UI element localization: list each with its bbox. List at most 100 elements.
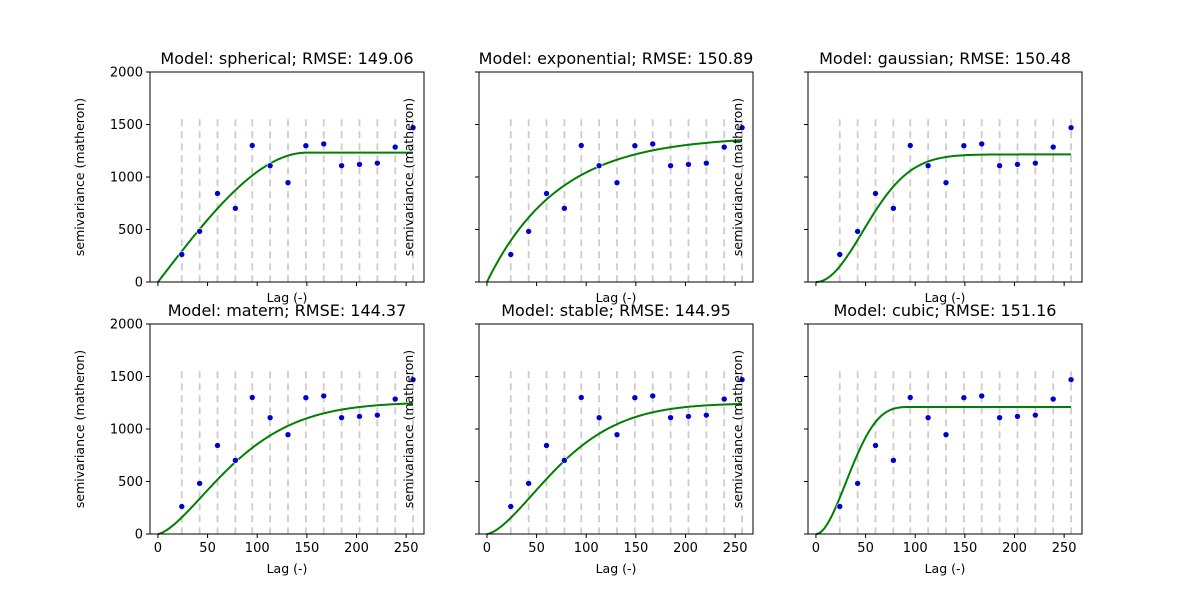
y-tick-label: 1000 (110, 171, 143, 186)
experimental-point (374, 411, 381, 419)
experimental-point (996, 162, 1003, 169)
experimental-point (960, 394, 968, 402)
subplot-2: Lag (-) semivariance (matheron) Model: exp… (401, 49, 754, 305)
y-tick-label: 2000 (110, 66, 143, 81)
experimental-point (685, 413, 692, 420)
axes-frame (478, 323, 754, 535)
experimental-point (1032, 411, 1039, 419)
model-curve (486, 402, 743, 535)
x-tick-label: 200 (1002, 541, 1027, 556)
axes-frame (807, 323, 1083, 535)
experimental-point (613, 431, 621, 438)
x-tick-label: 150 (623, 541, 648, 556)
x-tick-label: 200 (673, 541, 698, 556)
experimental-point (872, 442, 879, 449)
experimental-point (507, 503, 515, 510)
experimental-point (703, 159, 710, 167)
axes-frame (478, 71, 754, 283)
experimental-point (338, 414, 345, 421)
y-axis-label: semivariance (matheron) (730, 98, 745, 256)
experimental-point (836, 503, 844, 510)
experimental-point (978, 140, 986, 148)
model-curve (157, 402, 414, 535)
experimental-point (577, 394, 585, 401)
experimental-point (525, 480, 532, 487)
experimental-point (631, 142, 639, 150)
model-curve (815, 153, 1072, 283)
experimental-point (872, 190, 879, 197)
experimental-point (1014, 413, 1021, 420)
experimental-point (1032, 159, 1039, 167)
experimental-point (595, 414, 603, 421)
experimental-point (507, 251, 515, 258)
x-axis-label: Lag (-) (267, 561, 308, 576)
y-axis-label: semivariance (matheron) (730, 350, 745, 508)
experimental-point (1014, 161, 1021, 168)
subplot-6: 0 50 100 150 200 250 Lag (-) semivariance (math… (730, 301, 1083, 576)
subplot-title: Model: gaussian; RMSE: 150.48 (819, 49, 1071, 68)
subplot-title: Model: spherical; RMSE: 149.06 (160, 49, 413, 68)
experimental-point (178, 503, 186, 510)
subplot-4: 0 500 1000 1500 2000 0 50 100 150 200 250 Lag (-) se… (72, 301, 425, 576)
experimental-point (854, 228, 861, 235)
experimental-point (667, 162, 674, 169)
experimental-point (391, 143, 399, 151)
axes-frame (149, 71, 425, 283)
axes-frame (807, 71, 1083, 283)
experimental-point (649, 140, 657, 148)
experimental-point (738, 124, 746, 131)
experimental-point (214, 190, 221, 197)
experimental-point (942, 179, 950, 186)
experimental-point (266, 162, 274, 169)
experimental-point (942, 431, 950, 438)
x-axis-label: Lag (-) (925, 290, 966, 305)
axes-frame (149, 323, 425, 535)
x-tick-label: 100 (245, 541, 270, 556)
x-tick-label: 0 (154, 541, 162, 556)
experimental-point (649, 392, 657, 400)
experimental-point (266, 414, 274, 421)
experimental-point (196, 228, 203, 235)
experimental-point (667, 414, 674, 421)
x-tick-label: 100 (903, 541, 928, 556)
experimental-point (561, 204, 568, 212)
x-axis-label: Lag (-) (596, 561, 637, 576)
experimental-point (284, 431, 292, 438)
x-tick-label: 150 (952, 541, 977, 556)
experimental-point (924, 162, 932, 169)
experimental-point (1049, 143, 1057, 151)
experimental-point (890, 456, 897, 464)
experimental-point (906, 142, 914, 149)
x-tick-label: 250 (723, 541, 748, 556)
experimental-point (595, 162, 603, 169)
x-tick-label: 250 (394, 541, 419, 556)
y-tick-label: 1500 (110, 118, 143, 133)
experimental-point (1067, 376, 1075, 383)
experimental-point (248, 142, 256, 149)
experimental-point (720, 395, 728, 403)
y-tick-label: 1500 (110, 370, 143, 385)
y-tick-label: 2000 (110, 318, 143, 333)
experimental-point (178, 251, 186, 258)
y-axis-label: semivariance (matheron) (401, 350, 416, 508)
experimental-point (525, 228, 532, 235)
x-tick-label: 200 (344, 541, 369, 556)
experimental-point (284, 179, 292, 186)
experimental-point (703, 411, 710, 419)
experimental-point (232, 204, 239, 212)
experimental-point (374, 159, 381, 167)
experimental-point (248, 394, 256, 401)
subplot-1: 0 500 1000 1500 2000 Lag (-) semivariance (mat… (72, 49, 425, 305)
experimental-point (854, 480, 861, 487)
subplot-3: Lag (-) semivariance (matheron) Model: gau… (730, 49, 1083, 305)
experimental-point (320, 140, 328, 148)
experimental-point (232, 456, 239, 464)
experimental-point (543, 190, 550, 197)
y-tick-label: 0 (135, 276, 143, 291)
experimental-point (214, 442, 221, 449)
y-tick-label: 1000 (110, 423, 143, 438)
subplot-title: Model: matern; RMSE: 144.37 (168, 301, 407, 320)
experimental-point (302, 394, 310, 402)
experimental-point (1049, 395, 1057, 403)
